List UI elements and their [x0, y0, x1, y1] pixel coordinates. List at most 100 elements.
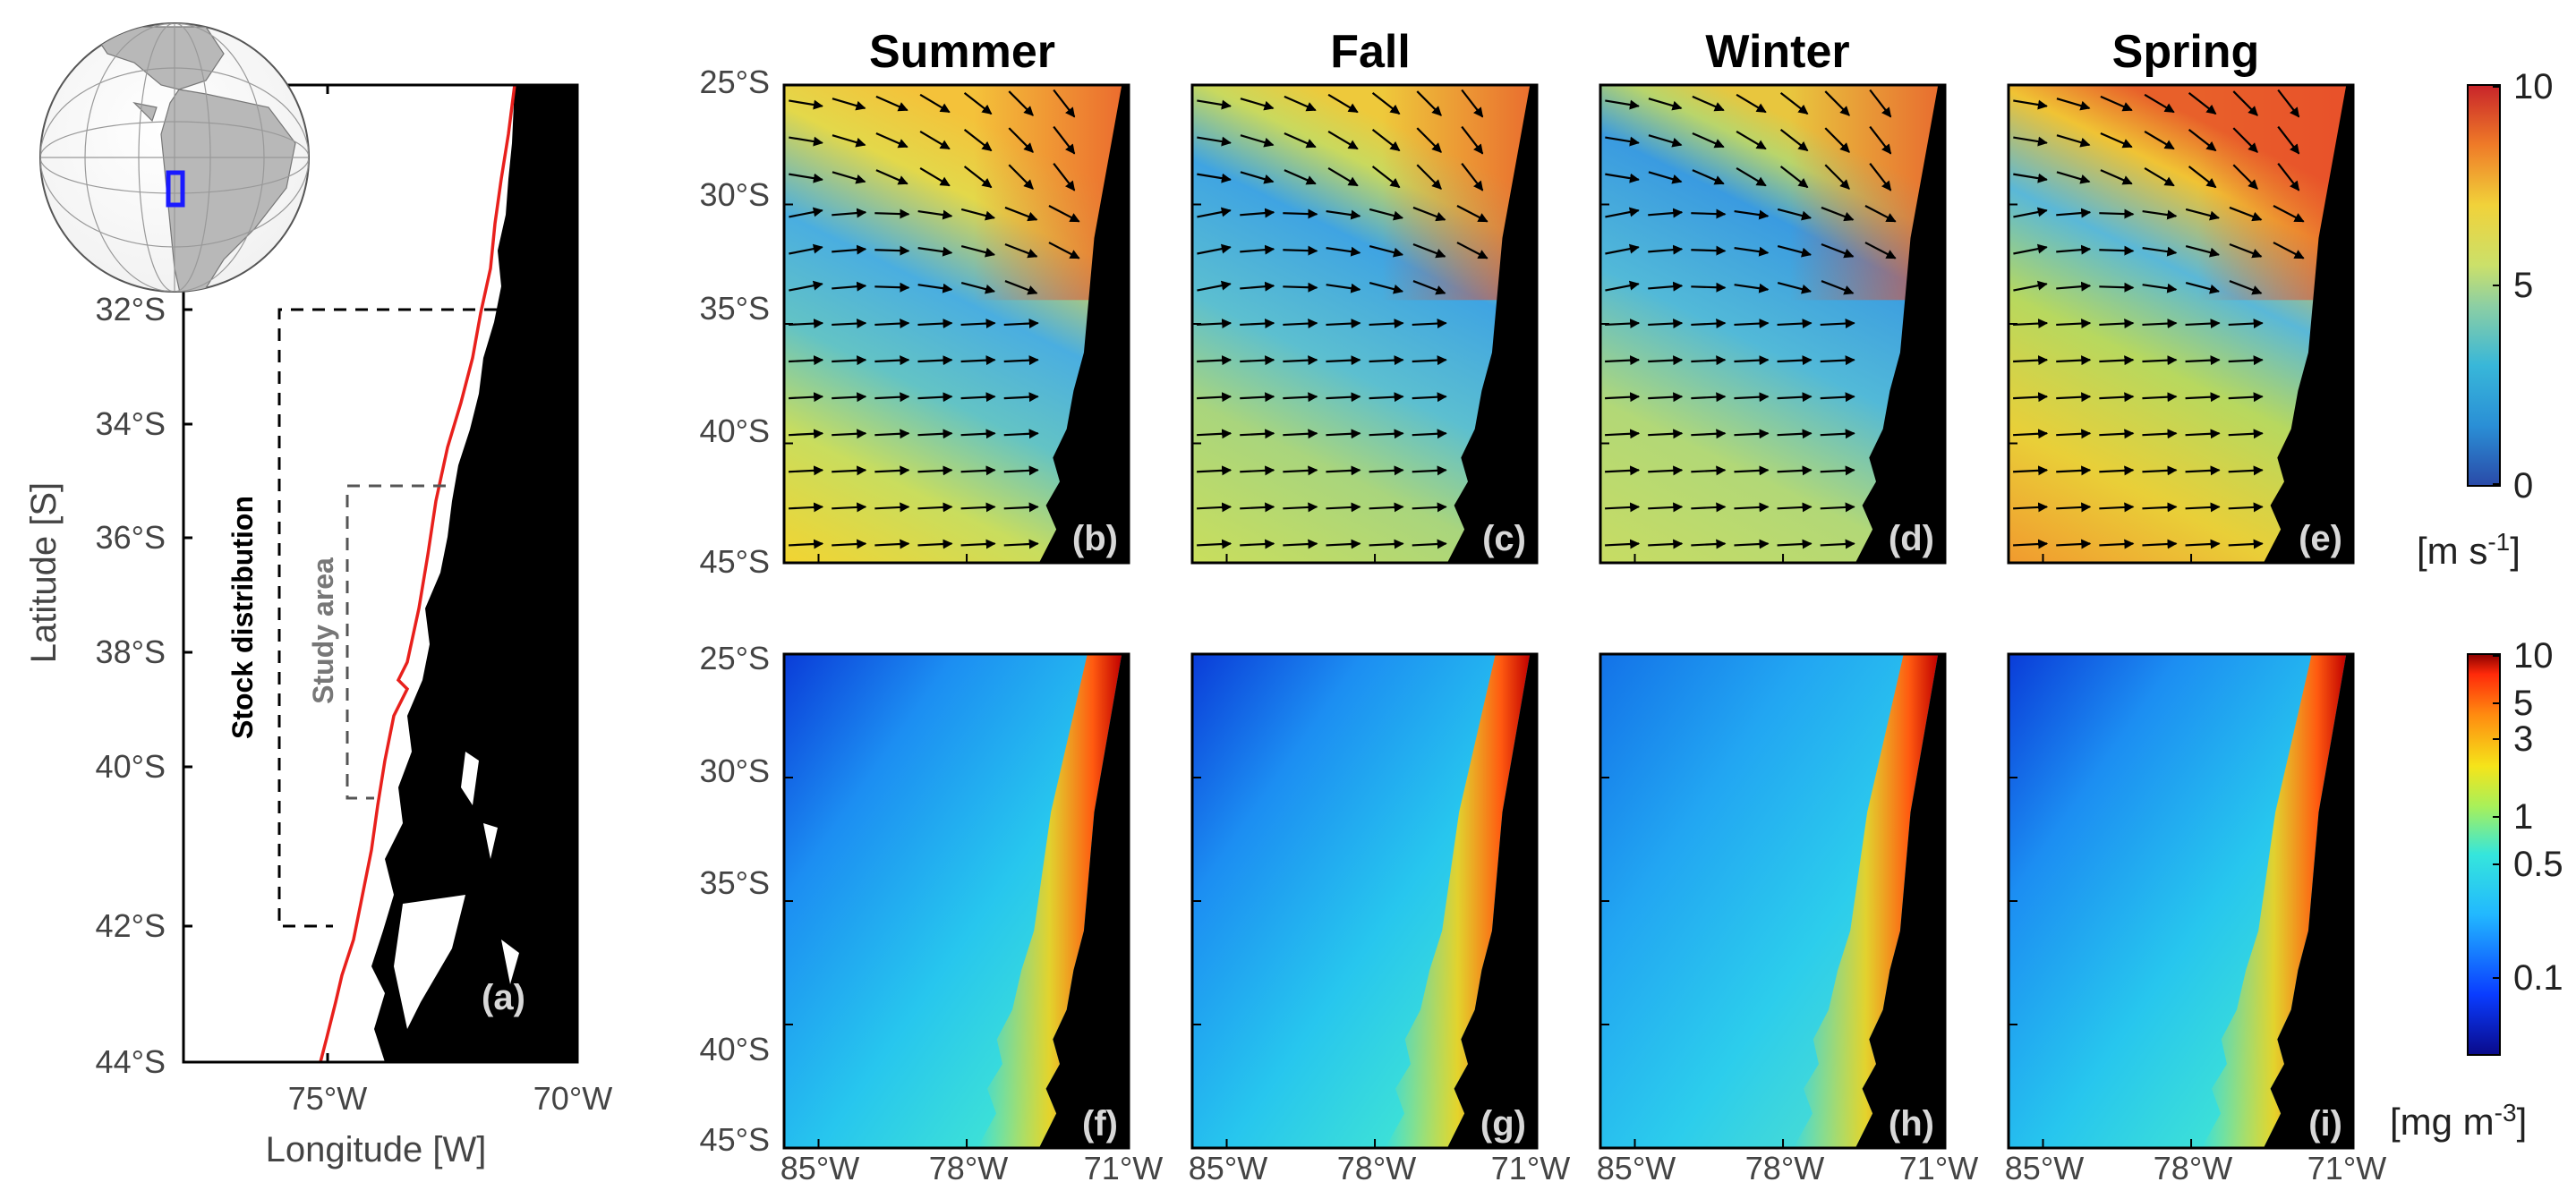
wind-vector: [1369, 465, 1404, 476]
wind-vector: [1283, 429, 1318, 439]
wind-vector: [1777, 244, 1813, 258]
panel-label: (d): [1889, 519, 1934, 558]
wind-vector: [1008, 127, 1034, 153]
wind-vector: [917, 539, 953, 549]
wind-vector: [2100, 95, 2133, 112]
wind-vector: [1456, 242, 1488, 259]
wind-vector: [1691, 429, 1727, 439]
wind-vector: [874, 392, 910, 403]
wind-vector: [2056, 208, 2092, 218]
wind-vector: [2099, 502, 2135, 513]
wind-vector: [917, 392, 953, 403]
wind-vector: [1736, 93, 1767, 114]
x-tick: 71°W: [1084, 1150, 1163, 1182]
wind-vector: [1824, 164, 1850, 190]
wind-vector: [1864, 204, 1897, 223]
wind-vector: [1053, 162, 1076, 191]
wind-vector: [1734, 502, 1770, 513]
wind-vector: [1734, 283, 1770, 293]
wind-vector: [874, 539, 910, 549]
coastal-bloom: [1793, 654, 1939, 1148]
wind-vector: [1412, 280, 1446, 295]
wind-vector: [2144, 93, 2175, 114]
wind-vector: [1869, 125, 1892, 155]
wind-vector: [789, 207, 823, 218]
wind-vector: [1412, 319, 1447, 329]
wind-vector: [1283, 282, 1318, 293]
wind-vector: [2100, 132, 2133, 149]
wind-vector: [1369, 208, 1404, 221]
wind-vector: [1736, 130, 1767, 150]
chl-panel-spring: (i): [2007, 652, 2355, 1150]
wind-vector: [1648, 319, 1684, 329]
wind-vector: [2013, 392, 2049, 403]
wind-vector: [2185, 502, 2221, 513]
map-a-ticks: [183, 85, 577, 1062]
wind-vector: [919, 167, 951, 187]
wind-vector: [1326, 283, 1361, 293]
wind-vector: [1605, 539, 1641, 549]
chlorophyll-row: (f) (g) (h) (i): [782, 652, 2355, 1150]
wind-vector: [1777, 429, 1813, 439]
wind-vector: [1691, 245, 1727, 256]
wind-vector: [2185, 282, 2221, 294]
x-tick: 78°W: [2154, 1150, 2232, 1182]
wind-vector: [2099, 539, 2135, 549]
wind-vector: [919, 93, 951, 114]
x-tick: 78°W: [1337, 1150, 1416, 1182]
wind-vector: [832, 281, 867, 292]
wind-vector: [1369, 539, 1404, 549]
wind-vector: [2144, 130, 2175, 150]
wind-vector: [874, 465, 910, 476]
wind-vector: [1240, 98, 1275, 111]
wind-vector: [1369, 429, 1404, 439]
wind-vector: [1283, 539, 1318, 549]
wind-vector: [2142, 539, 2178, 549]
inset-study-region: [166, 170, 185, 208]
wind-vector: [2056, 244, 2092, 255]
wind-vector: [2142, 283, 2178, 293]
wind-vector: [1008, 90, 1034, 116]
lake: [501, 940, 519, 984]
wind-vector: [1648, 502, 1684, 513]
wind-vector: [1734, 465, 1770, 476]
wind-vector: [2228, 502, 2264, 513]
wind-vector: [874, 208, 910, 219]
wind-vector: [2099, 392, 2135, 403]
wind-vector: [1416, 127, 1442, 153]
wind-vector: [2056, 281, 2092, 292]
wind-vector: [960, 319, 996, 329]
panel-label: (f): [1082, 1104, 1118, 1144]
wind-vector: [2228, 429, 2264, 439]
wind-vector: [1734, 319, 1770, 329]
wind-vector: [2013, 429, 2049, 439]
y-tick: 40°S: [700, 1031, 770, 1067]
coastal-bloom: [2201, 654, 2347, 1148]
wind-vector: [2188, 91, 2217, 115]
wind-vector: [1327, 130, 1359, 150]
chl-row-y-ticks: 25°S 30°S 35°S 40°S 45°S: [700, 640, 770, 1158]
chl-cb-tick: 3: [2513, 719, 2533, 759]
panel-label: (h): [1889, 1104, 1934, 1144]
wind-vector: [1284, 169, 1317, 185]
wind-vector: [2056, 502, 2092, 513]
y-tick: 44°S: [96, 1043, 166, 1080]
season-title-fall: Fall: [1330, 26, 1411, 78]
wind-vector: [789, 99, 823, 110]
wind-vector: [1605, 429, 1641, 439]
wind-vector: [789, 173, 823, 183]
wind-vector: [2099, 319, 2135, 329]
wind-panel-spring: (e): [2007, 83, 2355, 565]
wind-vector: [1240, 355, 1275, 366]
wind-vector: [1605, 502, 1641, 513]
wind-vector: [1240, 392, 1275, 403]
wind-vector: [1004, 242, 1038, 259]
wind-vector: [1240, 429, 1275, 439]
wind-vector: [1197, 319, 1233, 329]
map-a-border: [182, 83, 579, 1064]
wind-vector: [1691, 539, 1727, 549]
study-area-box: [345, 484, 446, 800]
wind-vector: [1326, 465, 1361, 476]
shelf-contour: [319, 84, 516, 1063]
y-tick: 45°S: [700, 1121, 770, 1158]
